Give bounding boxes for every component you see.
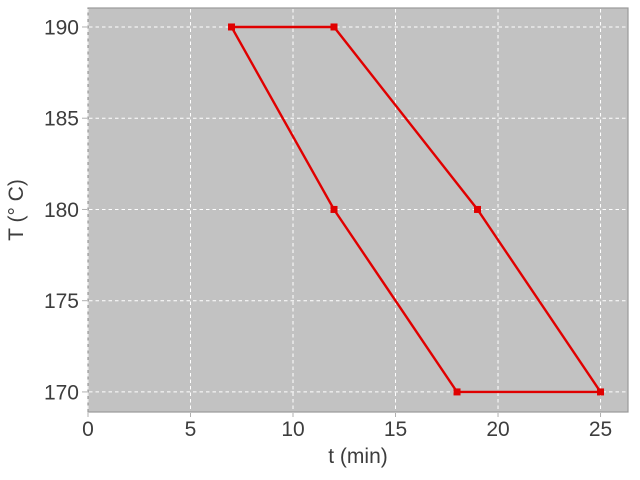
plot-area (87, 7, 629, 413)
x-tick-label: 20 (486, 418, 509, 441)
y-tick-label: 175 (44, 290, 79, 313)
x-tick-label: 15 (384, 418, 407, 441)
data-point-marker (597, 388, 605, 396)
plot-layer: 0 5 10 15 20 25 170 175 180 185 190 (44, 7, 629, 441)
data-point-marker (330, 23, 338, 31)
data-point-marker (474, 205, 482, 213)
y-tick-label: 190 (44, 16, 79, 39)
y-tick-label: 180 (44, 199, 79, 222)
y-axis-title: T (° C) (5, 179, 28, 241)
x-tick-label: 5 (185, 418, 197, 441)
data-point-marker (330, 205, 338, 213)
y-tick-label: 170 (44, 381, 79, 404)
x-tick-label: 10 (281, 418, 304, 441)
data-point-marker (453, 388, 461, 396)
x-tick-label: 25 (589, 418, 612, 441)
x-tick-label: 0 (82, 418, 94, 441)
y-tick-label: 185 (44, 108, 79, 131)
x-axis-title: t (min) (328, 445, 388, 468)
data-point-marker (228, 23, 236, 31)
